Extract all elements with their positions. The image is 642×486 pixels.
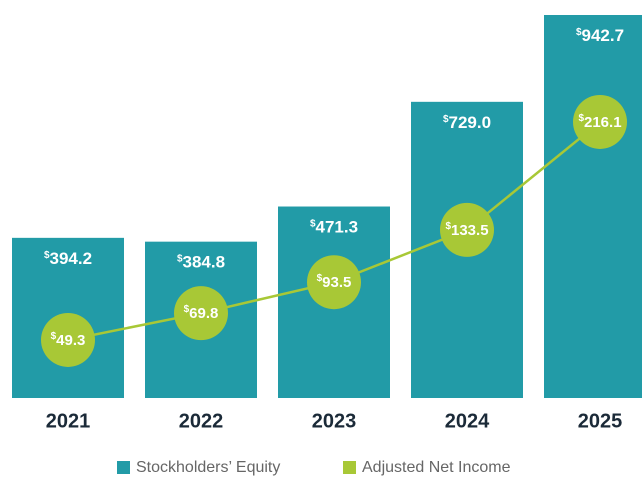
point-label: $49.3 xyxy=(51,331,86,349)
bar-label: $729.0 xyxy=(443,113,491,132)
point xyxy=(440,202,494,257)
bar-label: $942.7 xyxy=(576,26,624,45)
bar-label: $394.2 xyxy=(44,249,92,268)
legend-swatch xyxy=(343,461,356,474)
legend-swatch xyxy=(117,461,130,474)
x-tick-label: 2025 xyxy=(578,410,623,432)
x-tick-label: 2022 xyxy=(179,410,224,432)
bar-label: $384.8 xyxy=(177,253,225,272)
point-label: $69.8 xyxy=(184,304,219,322)
x-tick-label: 2024 xyxy=(445,410,490,432)
bar-label: $471.3 xyxy=(310,218,358,237)
point-label: $216.1 xyxy=(578,113,621,131)
point xyxy=(41,312,95,367)
point xyxy=(174,286,228,341)
bar xyxy=(544,15,642,398)
point-label: $93.5 xyxy=(317,273,352,291)
x-tick-label: 2023 xyxy=(312,410,357,432)
point xyxy=(573,94,627,149)
point xyxy=(307,255,361,310)
legend-label: Stockholders’ Equity xyxy=(136,459,280,476)
legend-label: Adjusted Net Income xyxy=(362,459,511,476)
point-label: $133.5 xyxy=(445,221,488,239)
x-tick-label: 2021 xyxy=(46,410,91,432)
